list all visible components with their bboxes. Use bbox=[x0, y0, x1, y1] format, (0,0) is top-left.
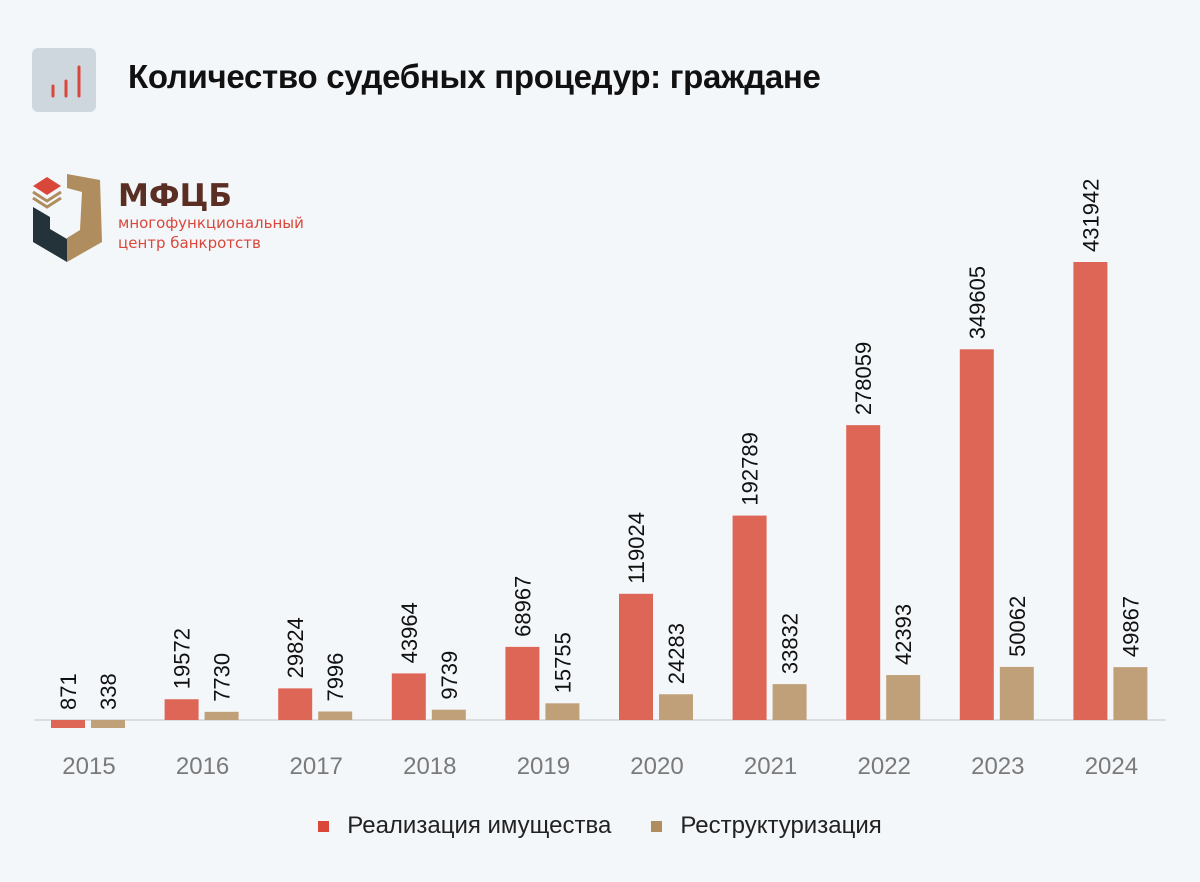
legend-item-realization: Реализация имущества bbox=[318, 812, 611, 840]
x-tick-label: 2020 bbox=[630, 753, 683, 780]
bar-chart-icon bbox=[51, 65, 81, 98]
bar-chart: 2015 871 338 2016 19572 7730 2017 29824 7996 2018… bbox=[34, 179, 1166, 780]
x-tick-label: 2016 bbox=[176, 753, 229, 780]
mfcb-logo-icon bbox=[32, 174, 102, 262]
data-label: 431942 bbox=[1078, 179, 1103, 252]
legend-label: Реализация имущества bbox=[347, 812, 612, 839]
logo-name: МФЦБ bbox=[118, 178, 232, 214]
legend-label: Реструктуризация bbox=[680, 812, 882, 839]
bar-restructuring-2017 bbox=[318, 711, 353, 720]
data-label: 50062 bbox=[1005, 596, 1030, 657]
data-label: 42393 bbox=[891, 604, 916, 665]
logo-subtitle-2: центр банкротств bbox=[118, 234, 261, 252]
data-label: 119024 bbox=[624, 512, 649, 584]
bar-restructuring-2022 bbox=[886, 675, 921, 720]
page-title: Количество судебных процедур: граждане bbox=[128, 58, 821, 95]
logo-subtitle-1: многофункциональный bbox=[118, 214, 304, 232]
data-label: 19572 bbox=[170, 628, 195, 689]
bar-realization-2015 bbox=[51, 720, 85, 728]
bar-realization-2024 bbox=[1073, 262, 1108, 720]
bar-realization-2017 bbox=[278, 688, 313, 720]
x-tick-label: 2019 bbox=[517, 753, 570, 780]
data-label: 49867 bbox=[1118, 596, 1143, 657]
bar-restructuring-2024 bbox=[1113, 667, 1148, 720]
data-label: 7730 bbox=[210, 653, 235, 702]
data-label: 29824 bbox=[283, 617, 308, 678]
data-label: 33832 bbox=[778, 613, 803, 674]
data-label: 68967 bbox=[510, 576, 535, 637]
data-label: 278059 bbox=[851, 342, 876, 415]
data-label: 349605 bbox=[965, 266, 990, 339]
bar-restructuring-2021 bbox=[772, 684, 807, 720]
x-tick-label: 2021 bbox=[744, 753, 797, 780]
bar-realization-2016 bbox=[164, 699, 199, 720]
bar-restructuring-2015 bbox=[91, 720, 125, 728]
data-label: 9739 bbox=[437, 651, 462, 700]
bar-realization-2018 bbox=[391, 673, 426, 720]
x-tick-label: 2024 bbox=[1085, 753, 1138, 780]
x-tick-label: 2017 bbox=[290, 753, 343, 780]
data-label: 24283 bbox=[664, 623, 689, 684]
bar-realization-2021 bbox=[732, 515, 767, 720]
bar-restructuring-2023 bbox=[999, 666, 1034, 720]
legend-swatch bbox=[651, 820, 663, 832]
data-label: 192789 bbox=[738, 432, 763, 505]
data-label: 338 bbox=[96, 673, 121, 710]
bar-realization-2023 bbox=[959, 349, 994, 720]
bar-realization-2019 bbox=[505, 646, 540, 720]
data-label: 871 bbox=[56, 673, 81, 710]
bar-restructuring-2019 bbox=[545, 703, 580, 720]
x-tick-label: 2015 bbox=[62, 753, 115, 780]
bar-realization-2022 bbox=[846, 425, 881, 720]
data-label: 7996 bbox=[323, 653, 348, 702]
bar-restructuring-2016 bbox=[204, 711, 239, 720]
bar-restructuring-2020 bbox=[659, 694, 693, 720]
bar-realization-2020 bbox=[619, 593, 653, 720]
legend: Реализация имущества Реструктуризация bbox=[0, 812, 1200, 840]
data-label: 15755 bbox=[550, 632, 575, 693]
x-tick-label: 2023 bbox=[971, 753, 1024, 780]
data-label: 43964 bbox=[397, 602, 422, 663]
chart-header-icon bbox=[32, 48, 96, 112]
x-tick-label: 2022 bbox=[858, 753, 911, 780]
legend-swatch bbox=[318, 820, 330, 832]
bar-restructuring-2018 bbox=[431, 709, 466, 720]
x-tick-label: 2018 bbox=[403, 753, 456, 780]
legend-item-restructuring: Реструктуризация bbox=[651, 812, 882, 840]
